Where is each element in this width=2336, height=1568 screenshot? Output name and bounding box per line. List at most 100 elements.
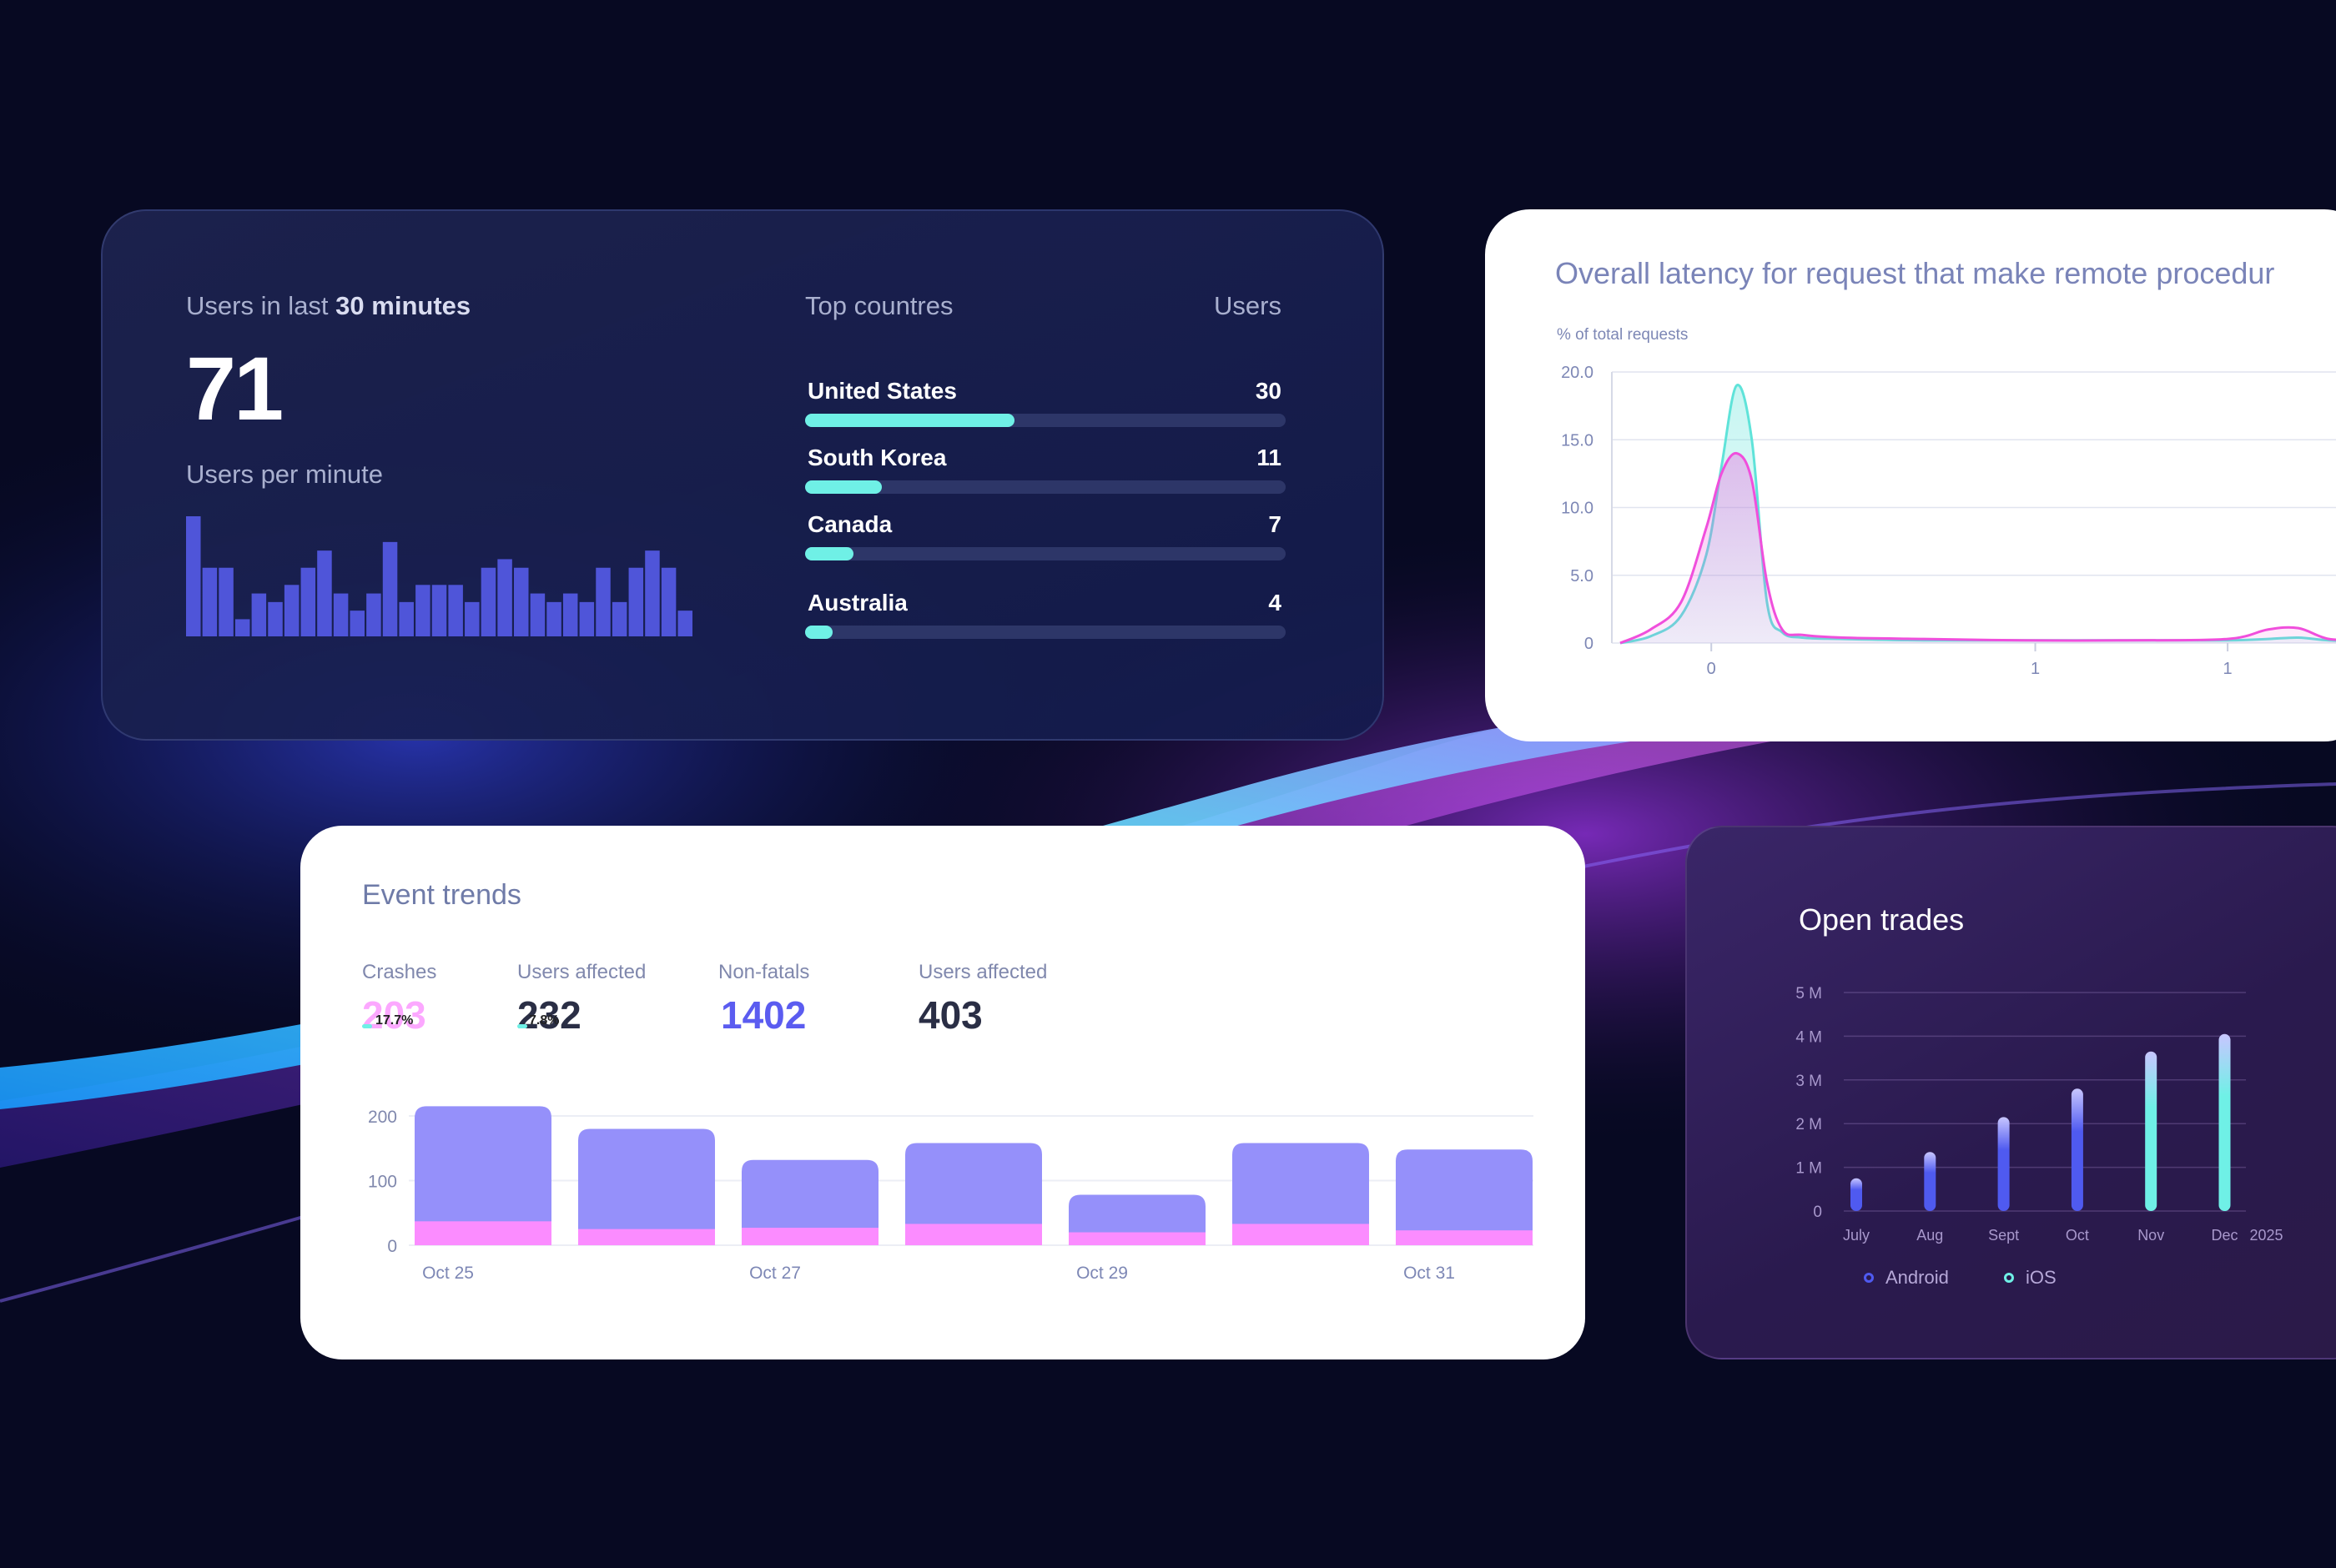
users-per-minute-bar [350, 611, 365, 636]
crashes-label: Crashes [362, 961, 437, 983]
country-bar-fill [805, 414, 1014, 427]
event-trends-chart: 0 100 200 Oct 25 Oct 27 Oct 29 Oct 31 [362, 1024, 1533, 1283]
android-legend-marker [1864, 1273, 1874, 1283]
event-bar-crash [1396, 1230, 1533, 1245]
event-bar-crash [415, 1221, 551, 1245]
event-x-tick-label: Oct 25 [422, 1264, 474, 1283]
users-per-minute-bar [465, 601, 480, 636]
trades-x-tick-label: Aug [1916, 1227, 1943, 1244]
trades-y-tick-label: 1 M [1795, 1160, 1822, 1178]
users-per-minute-bar [481, 567, 496, 636]
legend-android: Android [1864, 1267, 1949, 1289]
android-legend-label: Android [1885, 1267, 1949, 1288]
event-bar-crash [578, 1229, 715, 1245]
users-per-minute-bar [284, 585, 300, 636]
users-per-minute-bar [612, 601, 627, 636]
latency-chart: 0 5.0 10.0 15.0 20.0 0 1 1 [1561, 364, 2336, 678]
country-bar-track [805, 626, 1286, 639]
country-users: 4 [1268, 590, 1281, 616]
country-users: 11 [1256, 445, 1281, 470]
users-per-minute-bar [333, 593, 349, 636]
legend-ios: iOS [2004, 1267, 2057, 1289]
country-name: South Korea [808, 445, 947, 470]
latency-card: Overall latency for request that make re… [1485, 209, 2336, 741]
latency-x-tick-label: 1 [2223, 660, 2233, 678]
latency-y-tick-label: 5.0 [1570, 567, 1593, 585]
latency-y-tick-label: 15.0 [1561, 431, 1593, 450]
users-per-minute-bar [399, 601, 414, 636]
event-trends-title: Event trends [362, 879, 521, 911]
trades-x-tick-label: Sept [1988, 1227, 2019, 1244]
event-y-tick-label: 100 [368, 1173, 397, 1192]
latency-title: Overall latency for request that make re… [1555, 256, 2275, 290]
country-bar-track [805, 414, 1286, 427]
event-bar-nonfatal [1232, 1143, 1369, 1245]
non-fatals-label: Non-fatals [718, 961, 810, 983]
crashes-value: 203 [362, 993, 426, 1037]
event-bar-crash [1069, 1232, 1206, 1245]
crashes-delta: 17.7% [375, 1013, 414, 1028]
trades-bar-android [1997, 1117, 2010, 1211]
users-per-minute-label: Users per minute [186, 460, 384, 489]
users-per-minute-bar [628, 567, 644, 636]
users-affected-delta: 7.8% [529, 1013, 560, 1028]
event-y-tick-label: 0 [387, 1237, 397, 1256]
latency-y-axis-label: % of total requests [1557, 326, 1689, 344]
event-bar-nonfatal [742, 1159, 879, 1245]
users-per-minute-bar [596, 567, 611, 636]
country-users: 7 [1268, 511, 1281, 537]
users-per-minute-bar [677, 611, 692, 636]
latency-y-tick-label: 10.0 [1561, 500, 1593, 518]
users-per-minute-bar [300, 567, 316, 636]
country-name: Canada [808, 511, 893, 537]
event-y-tick-label: 200 [368, 1108, 397, 1127]
event-x-tick-label: Oct 27 [749, 1264, 801, 1283]
users-per-minute-chart [186, 516, 692, 636]
event-x-tick-label: Oct 29 [1076, 1264, 1128, 1283]
users-per-minute-bar [219, 567, 234, 636]
trades-y-tick-label: 2 M [1795, 1116, 1822, 1133]
trades-bar-android [1924, 1152, 1936, 1211]
trades-x-tick-label: July [1843, 1227, 1870, 1244]
active-users-count: 71 [186, 338, 284, 439]
users-per-minute-bar [317, 550, 332, 636]
event-x-tick-label: Oct 31 [1403, 1264, 1455, 1283]
users-per-minute-bar [661, 567, 677, 636]
country-bar-fill [805, 626, 833, 639]
users-per-minute-bar [579, 601, 595, 636]
country-name: Australia [808, 590, 908, 616]
country-bar-fill [805, 547, 854, 560]
open-trades-chart: 0 1 M 2 M 3 M 4 M 5 M July Aug Sept Oct Nov Dec 2025 [1795, 985, 2283, 1244]
latency-y-tick-label: 20.0 [1561, 364, 1593, 382]
trades-bar-ios [2145, 1051, 2157, 1211]
users-per-minute-bar [186, 516, 201, 636]
users-per-minute-bar [448, 585, 463, 636]
users-per-minute-bar [546, 601, 561, 636]
trades-x-tick-label: 2025 [2249, 1227, 2283, 1244]
users-per-minute-bar [431, 585, 447, 636]
trades-bar-android [1850, 1178, 1862, 1211]
users-per-minute-bar [415, 585, 430, 636]
event-bar-nonfatal [905, 1143, 1042, 1245]
country-bar-track [805, 480, 1286, 494]
latency-y-tick-label: 0 [1584, 635, 1593, 653]
users-affected-delta-marker [517, 1024, 527, 1028]
users-per-minute-bar [202, 567, 218, 636]
country-users: 30 [1255, 378, 1281, 404]
trades-bar-ios [2218, 1033, 2231, 1211]
event-bar-crash [905, 1224, 1042, 1245]
event-bar-crash [1232, 1224, 1369, 1245]
trades-x-tick-label: Nov [2137, 1227, 2164, 1244]
users-window-duration: 30 minutes [335, 291, 471, 320]
trades-bar-android [2071, 1088, 2083, 1211]
latency-line-series-b [1619, 451, 2336, 645]
top-countries-header: Top countres [805, 291, 954, 320]
country-bar-track [805, 547, 1286, 560]
users-per-minute-bar [497, 559, 512, 636]
event-bar-crash [742, 1228, 879, 1245]
users-per-minute-bar [514, 567, 529, 636]
trades-y-tick-label: 3 M [1795, 1073, 1822, 1090]
users-per-minute-bar [645, 550, 660, 636]
users-affected-value: 232 [517, 993, 581, 1037]
trades-x-tick-label: Dec [2211, 1227, 2238, 1244]
